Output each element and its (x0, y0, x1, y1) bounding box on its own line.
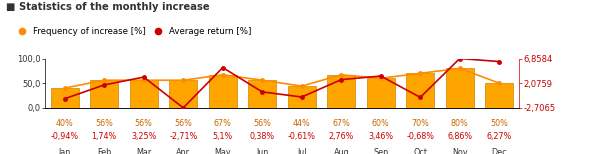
Text: -0,68%: -0,68% (406, 132, 434, 141)
Text: 40%: 40% (56, 119, 74, 128)
Bar (90, 80, 118, 108)
Bar (209, 75, 237, 108)
Bar (287, 86, 316, 108)
Text: Apr: Apr (176, 148, 190, 154)
Text: 67%: 67% (332, 119, 350, 128)
Text: Sep: Sep (373, 148, 388, 154)
Bar (367, 78, 395, 108)
Text: Aug: Aug (334, 148, 349, 154)
Text: 3,46%: 3,46% (368, 132, 394, 141)
Bar (446, 68, 474, 108)
Bar (327, 75, 355, 108)
Text: Feb: Feb (97, 148, 112, 154)
Text: Jul: Jul (297, 148, 307, 154)
Text: 56%: 56% (135, 119, 152, 128)
Text: 56%: 56% (253, 119, 271, 128)
Text: -0,61%: -0,61% (288, 132, 316, 141)
Text: May: May (214, 148, 231, 154)
Text: Nov: Nov (452, 148, 467, 154)
Text: 6,27%: 6,27% (487, 132, 512, 141)
Text: 80%: 80% (451, 119, 469, 128)
Text: 50%: 50% (490, 119, 508, 128)
Text: 70%: 70% (412, 119, 429, 128)
Text: 3,25%: 3,25% (131, 132, 157, 141)
Text: 1,74%: 1,74% (92, 132, 117, 141)
Text: 2,76%: 2,76% (329, 132, 354, 141)
Text: 56%: 56% (95, 119, 113, 128)
Bar (485, 83, 514, 108)
Bar (248, 80, 277, 108)
Text: 44%: 44% (293, 119, 311, 128)
Text: -2,71%: -2,71% (169, 132, 197, 141)
Text: Dec: Dec (491, 148, 507, 154)
Text: 0,38%: 0,38% (250, 132, 275, 141)
Bar (130, 80, 158, 108)
Text: 56%: 56% (175, 119, 192, 128)
Text: Oct: Oct (413, 148, 427, 154)
Bar (169, 80, 197, 108)
Bar (406, 73, 434, 108)
Text: 6,86%: 6,86% (447, 132, 472, 141)
Legend: Frequency of increase [%], Average return [%]: Frequency of increase [%], Average retur… (14, 27, 251, 36)
Text: -0,94%: -0,94% (50, 132, 79, 141)
Text: ■ Statistics of the monthly increase: ■ Statistics of the monthly increase (6, 2, 209, 12)
Text: Jan: Jan (59, 148, 71, 154)
Text: Mar: Mar (136, 148, 151, 154)
Text: Jun: Jun (256, 148, 268, 154)
Bar (50, 88, 79, 108)
Text: 60%: 60% (372, 119, 389, 128)
Text: 5,1%: 5,1% (212, 132, 233, 141)
Text: 67%: 67% (214, 119, 232, 128)
